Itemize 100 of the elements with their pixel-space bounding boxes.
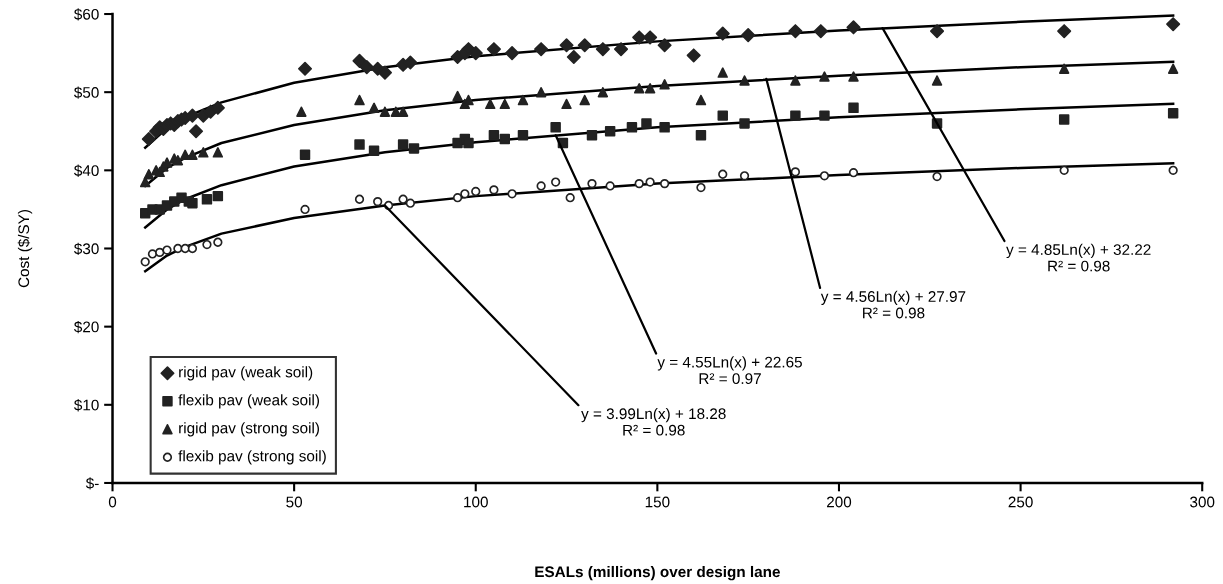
point xyxy=(657,38,672,53)
point xyxy=(587,178,597,189)
legend-label: flexib pav (weak soil) xyxy=(178,394,319,409)
point xyxy=(488,129,500,141)
point xyxy=(741,28,756,43)
point xyxy=(932,171,942,182)
point xyxy=(377,65,392,80)
point xyxy=(559,38,574,53)
point xyxy=(535,86,547,98)
point xyxy=(212,190,224,202)
point xyxy=(499,98,511,110)
point xyxy=(405,198,416,208)
point xyxy=(586,129,598,141)
point xyxy=(485,98,496,110)
point xyxy=(213,237,223,247)
point xyxy=(198,147,209,158)
point xyxy=(1167,108,1179,119)
point xyxy=(468,46,483,61)
y-tick-label: $10 xyxy=(74,399,99,412)
point xyxy=(471,186,481,197)
point xyxy=(790,75,801,86)
point xyxy=(489,185,499,195)
point xyxy=(848,102,859,114)
y-tick-label: $60 xyxy=(74,8,99,21)
point xyxy=(641,118,652,129)
point xyxy=(359,60,374,75)
point xyxy=(931,75,943,86)
point xyxy=(633,83,645,94)
point xyxy=(368,102,380,114)
y-tick-label: $50 xyxy=(74,86,99,99)
point xyxy=(173,243,183,254)
point xyxy=(739,75,750,86)
point xyxy=(597,86,609,98)
point xyxy=(187,243,198,254)
point xyxy=(930,24,945,39)
point xyxy=(517,94,529,106)
point xyxy=(354,94,365,106)
point xyxy=(534,42,549,57)
point xyxy=(561,98,572,110)
point xyxy=(397,139,409,150)
x-tick-label: 300 xyxy=(1190,496,1215,508)
y-tick-label: $30 xyxy=(74,242,99,256)
point xyxy=(297,61,313,76)
point xyxy=(1057,24,1072,39)
point xyxy=(565,193,575,203)
point xyxy=(505,46,520,61)
point xyxy=(1168,165,1178,175)
point xyxy=(739,118,750,129)
point xyxy=(566,49,581,65)
annotation: y = 4.55Ln(x) + 22.65 R² = 0.97 xyxy=(657,356,802,385)
x-tick-label: 50 xyxy=(286,496,303,508)
point xyxy=(696,182,706,193)
point xyxy=(579,94,590,106)
point xyxy=(632,30,647,45)
point xyxy=(643,30,658,45)
point xyxy=(486,42,501,57)
point xyxy=(189,124,204,139)
point xyxy=(373,196,383,207)
x-tick-label: 250 xyxy=(1008,496,1033,508)
point xyxy=(695,94,707,106)
point xyxy=(141,132,156,147)
point xyxy=(659,79,670,90)
point xyxy=(155,247,165,258)
point xyxy=(550,122,561,133)
point xyxy=(848,71,859,82)
point xyxy=(595,42,610,57)
point xyxy=(717,110,728,121)
point xyxy=(463,137,474,149)
x-axis-title: ESALs (millions) over design lane xyxy=(535,565,780,581)
point xyxy=(139,176,151,188)
x-tick-label: 200 xyxy=(827,496,852,508)
point xyxy=(634,178,644,189)
point xyxy=(788,24,803,39)
point xyxy=(790,110,801,121)
point xyxy=(626,122,638,133)
point xyxy=(202,239,212,250)
point xyxy=(296,106,307,117)
point xyxy=(299,149,311,160)
point xyxy=(452,90,463,102)
point xyxy=(460,189,470,199)
point xyxy=(354,194,365,204)
point xyxy=(819,171,830,181)
point xyxy=(819,110,830,121)
point xyxy=(813,24,828,39)
point xyxy=(398,194,408,204)
point xyxy=(659,122,670,133)
point xyxy=(613,42,629,57)
y-axis-title: Cost ($/SY) xyxy=(17,209,33,288)
point xyxy=(507,189,517,199)
point xyxy=(604,126,616,137)
point xyxy=(499,133,511,145)
point xyxy=(379,106,391,117)
y-tick-label: $- xyxy=(85,477,99,490)
point xyxy=(1058,114,1070,125)
point xyxy=(452,193,463,203)
point xyxy=(300,204,310,215)
point xyxy=(686,48,701,63)
point xyxy=(517,129,529,141)
annotation: y = 3.99Ln(x) + 18.28 R² = 0.98 xyxy=(581,407,726,436)
point xyxy=(790,167,801,177)
